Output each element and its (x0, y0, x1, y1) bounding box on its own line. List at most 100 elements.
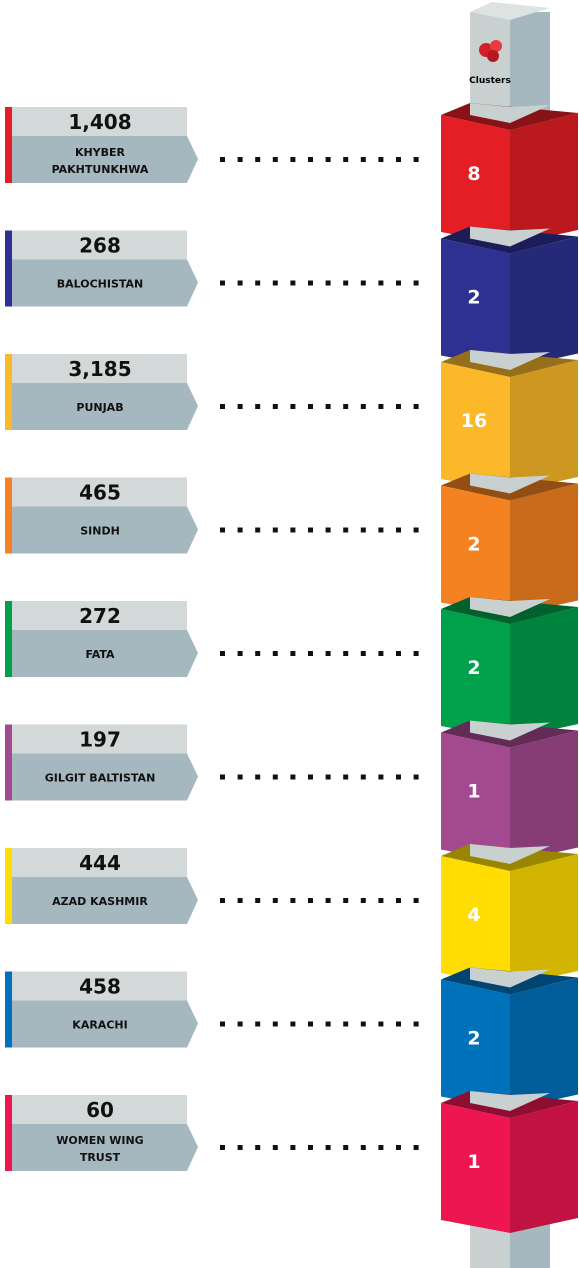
dot (378, 281, 383, 286)
dot (396, 898, 401, 903)
dot (414, 775, 419, 780)
dot (361, 281, 366, 286)
dot (343, 775, 348, 780)
dot (326, 281, 331, 286)
dot (255, 528, 260, 533)
dot (273, 1022, 278, 1027)
dot (378, 651, 383, 656)
dot (273, 281, 278, 286)
dot (343, 281, 348, 286)
count: 465 (79, 481, 121, 505)
dot (326, 898, 331, 903)
dot (308, 404, 313, 409)
dot (343, 157, 348, 162)
dot (220, 281, 225, 286)
dot (220, 651, 225, 656)
cluster-count: 2 (467, 287, 480, 309)
dot (396, 281, 401, 286)
cluster-count: 4 (467, 904, 480, 926)
color-strip (5, 972, 12, 1048)
cluster-count: 8 (467, 163, 480, 185)
dot (378, 404, 383, 409)
dot (273, 775, 278, 780)
color-strip (5, 601, 12, 677)
dot (238, 157, 243, 162)
dot (238, 404, 243, 409)
dot (361, 157, 366, 162)
dot (308, 157, 313, 162)
region: TRUST (80, 1151, 121, 1164)
dot (273, 404, 278, 409)
dot (290, 528, 295, 533)
count: 197 (79, 728, 121, 752)
dot (238, 1145, 243, 1150)
cube-side (510, 731, 578, 863)
cluster-count: 1 (467, 781, 480, 803)
dot (273, 651, 278, 656)
dot (396, 1022, 401, 1027)
dot (326, 528, 331, 533)
cube-side (510, 484, 578, 616)
dot (220, 898, 225, 903)
dot (255, 157, 260, 162)
region: GILGIT BALTISTAN (45, 772, 156, 785)
cube-side (510, 237, 578, 369)
dot (255, 1145, 260, 1150)
color-strip (5, 354, 12, 430)
region: AZAD KASHMIR (52, 895, 148, 908)
dot (361, 898, 366, 903)
count: 1,408 (68, 110, 131, 134)
dot (326, 775, 331, 780)
dot (414, 1022, 419, 1027)
dot (255, 1022, 260, 1027)
dot (361, 775, 366, 780)
dot (326, 404, 331, 409)
dot (273, 528, 278, 533)
region: PUNJAB (76, 401, 123, 414)
cluster-count: 1 (467, 1151, 480, 1173)
dot (220, 1145, 225, 1150)
dot (378, 775, 383, 780)
dot (238, 1022, 243, 1027)
dot (414, 651, 419, 656)
color-strip (5, 478, 12, 554)
dot (273, 1145, 278, 1150)
dot (308, 775, 313, 780)
region: KHYBER (75, 146, 126, 159)
dot (290, 651, 295, 656)
dot (343, 1145, 348, 1150)
dot (326, 157, 331, 162)
dot (326, 1145, 331, 1150)
count: 272 (79, 604, 121, 628)
cube-side (510, 1101, 578, 1233)
dot (378, 1145, 383, 1150)
dot (378, 1022, 383, 1027)
row: 3,185PUNJAB16 (5, 350, 578, 492)
dot (308, 528, 313, 533)
dot (343, 651, 348, 656)
dot (361, 404, 366, 409)
dot (290, 775, 295, 780)
count: 444 (79, 851, 121, 875)
cube-side (510, 360, 578, 492)
dot (361, 1145, 366, 1150)
dot (414, 528, 419, 533)
row: 444 AZAD KASHMIR 4 (5, 844, 578, 986)
dot (273, 157, 278, 162)
dot (238, 281, 243, 286)
dot (290, 898, 295, 903)
color-strip (5, 1095, 12, 1171)
dot (414, 157, 419, 162)
dot (220, 1022, 225, 1027)
dot (343, 528, 348, 533)
dot (326, 651, 331, 656)
cube-side (510, 854, 578, 986)
dot (308, 651, 313, 656)
dot (378, 528, 383, 533)
color-strip (5, 231, 12, 307)
dot (255, 775, 260, 780)
dot (290, 281, 295, 286)
dot (273, 898, 278, 903)
region: BALOCHISTAN (57, 278, 144, 291)
